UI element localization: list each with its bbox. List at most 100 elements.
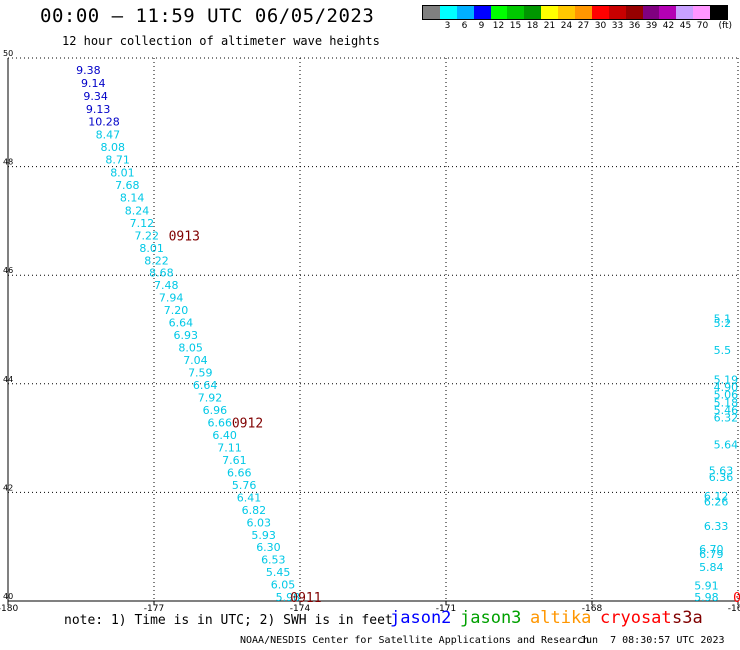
satellite-jason2: jason2 (390, 608, 452, 628)
legend-tick-label: 70 (696, 21, 709, 31)
legend-tick-label: 12 (492, 21, 505, 31)
swh-data-point: 9.13 (86, 103, 111, 116)
swh-data-point: 5.84 (699, 561, 724, 574)
legend-tick-label: 6 (461, 21, 468, 31)
swh-data-point: 8.01 (110, 167, 135, 180)
legend-tick-label: 15 (509, 21, 522, 31)
y-tick-label: 50 (3, 49, 13, 58)
legend-tick-label: 33 (611, 21, 624, 31)
swh-data-point: 5.63 (709, 465, 734, 478)
swh-data-point: 9.14 (81, 77, 106, 90)
swh-data-point: 8.08 (100, 141, 125, 154)
swh-data-point: 6.79 (699, 548, 724, 561)
swh-data-point: 5.18 (714, 396, 739, 409)
y-tick-label: 44 (3, 375, 13, 384)
legend-color-box (473, 6, 491, 19)
swh-data-point: 7.04 (183, 354, 208, 367)
swh-data-point: 7.11 (217, 441, 242, 454)
legend-color-box (541, 6, 559, 19)
time-label: 0912 (232, 416, 263, 431)
legend-color-box (676, 6, 694, 19)
legend-tick-label: 21 (543, 21, 556, 31)
swh-data-point: 7.48 (154, 279, 179, 292)
swh-data-point: 7.20 (164, 304, 189, 317)
swh-data-point: 6.64 (193, 379, 218, 392)
generation-timestamp: Jun 7 08:30:57 UTC 2023 (580, 635, 725, 646)
swh-data-point: 6.12 (704, 490, 729, 503)
swh-data-point: 6.40 (212, 429, 237, 442)
swh-data-point: 9.34 (83, 90, 108, 103)
swh-data-point: 6.05 (271, 579, 296, 592)
legend-color-box (558, 6, 576, 19)
legend-tick-label: 18 (526, 21, 539, 31)
swh-data-point: 5.1 (714, 313, 732, 326)
legend-tick-label: 3 (444, 21, 451, 31)
color-legend: (ft) 3 6 9 12 15 18 21 24 27 30 33 36 39 42 45 70 (422, 5, 732, 34)
x-tick-label: -180 (0, 604, 18, 614)
chart-subtitle: 12 hour collection of altimeter wave hei… (62, 34, 380, 48)
legend-tick-label: 30 (594, 21, 607, 31)
chart-title: 00:00 – 11:59 UTC 06/05/2023 (40, 5, 375, 27)
swh-data-point: 5.46 (714, 404, 739, 417)
swh-data-point: 6.53 (261, 554, 286, 567)
x-tick-label: -174 (290, 604, 311, 614)
swh-data-point: 6.03 (246, 516, 271, 529)
swh-data-point: 4.90 (714, 381, 739, 394)
swh-data-point: 6.66 (227, 466, 252, 479)
legend-tick-label: 24 (560, 21, 573, 31)
legend-color-box (591, 6, 609, 19)
swh-data-point: 7.12 (130, 217, 155, 230)
swh-data-point: 5.98 (276, 591, 301, 604)
legend-color-box (575, 6, 592, 19)
swh-data-point: 5.91 (694, 579, 719, 592)
legend-tick-label: 9 (478, 21, 485, 31)
legend-tick-label: 39 (645, 21, 658, 31)
legend-color-box (423, 6, 440, 19)
swh-data-point: 9.38 (76, 64, 101, 77)
x-tick-label: -165 (728, 604, 740, 614)
swh-data-point: 5.98 (694, 591, 719, 604)
footnote: note: 1) Time is in UTC; 2) SWH is in fe… (64, 613, 393, 628)
time-label: 0911 (290, 591, 321, 606)
satellite-jason3: jason3 (460, 608, 522, 628)
swh-data-point: 5.2 (714, 317, 732, 330)
swh-data-point: 6.66 (208, 416, 233, 429)
legend-color-box (625, 6, 643, 19)
swh-data-point: 6.64 (169, 316, 194, 329)
swh-data-point: 7.94 (159, 291, 184, 304)
swh-data-point: 5.06 (714, 389, 739, 402)
swh-data-point: 6.96 (203, 404, 228, 417)
swh-data-point: 7.61 (222, 454, 247, 467)
time-label: 0913 (169, 230, 200, 245)
x-tick-label: -168 (582, 604, 603, 614)
swh-data-point: 6.33 (704, 520, 729, 533)
credit-line: NOAA/NESDIS Center for Satellite Applica… (240, 635, 590, 646)
swh-data-point: 6.82 (242, 504, 267, 517)
swh-data-point: 8.68 (149, 266, 174, 279)
swh-data-point: 5.45 (266, 566, 291, 579)
swh-data-point: 7.68 (115, 179, 140, 192)
satellite-cryosat: cryosat (600, 608, 672, 628)
swh-data-point: 5.19 (714, 373, 739, 386)
swh-data-point: 6.32 (714, 411, 739, 424)
legend-color-box (608, 6, 626, 19)
legend-tick-label: 27 (577, 21, 590, 31)
legend-labels: (ft) 3 6 9 12 15 18 21 24 27 30 33 36 39 42 45 70 (422, 20, 732, 34)
x-tick-label: -177 (144, 604, 164, 614)
swh-data-point: 6.26 (704, 496, 729, 509)
y-tick-label: 46 (3, 266, 13, 275)
swh-data-point: 10.28 (88, 116, 120, 129)
swh-data-point: 8.22 (144, 255, 169, 268)
legend-unit: (ft) (718, 21, 732, 31)
swh-data-point: 7.59 (188, 366, 213, 379)
legend-color-box (642, 6, 660, 19)
swh-data-point: 8.71 (105, 154, 130, 167)
y-tick-label: 42 (3, 483, 13, 492)
satellite-altika: altika (530, 608, 592, 628)
legend-color-box (524, 6, 542, 19)
swh-data-point: 5.64 (714, 439, 739, 452)
y-tick-label: 40 (3, 592, 13, 601)
legend-color-box (659, 6, 677, 19)
swh-data-point: 6.70 (699, 543, 724, 556)
